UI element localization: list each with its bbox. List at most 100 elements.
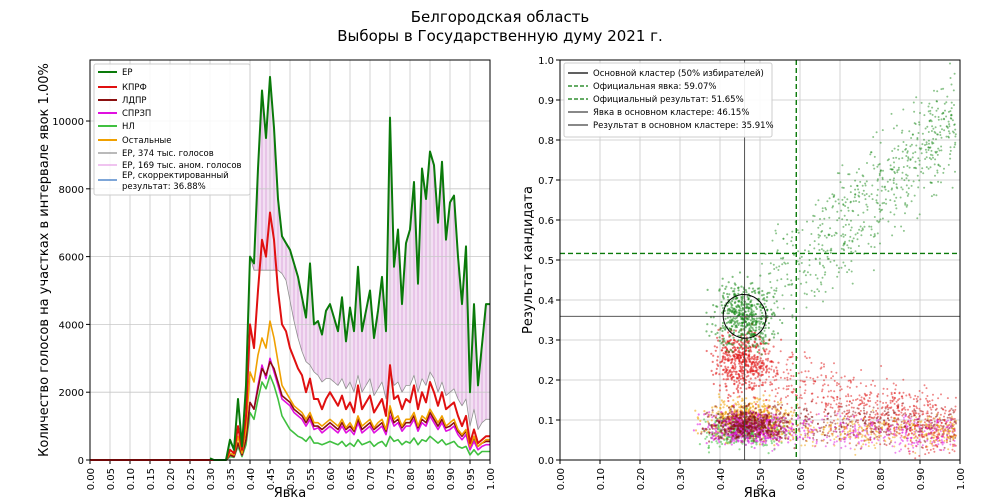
scatter-point-Остальные xyxy=(782,413,785,416)
scatter-point-ЛДПР xyxy=(849,424,852,427)
scatter-point-КПРФ xyxy=(722,378,725,381)
scatter-point-Остальные xyxy=(947,437,950,440)
scatter-point-Остальные xyxy=(780,401,783,404)
scatter-point-Остальные xyxy=(800,433,803,436)
scatter-point-ЕР xyxy=(740,327,743,331)
scatter-point-ЕР xyxy=(768,291,771,294)
scatter-point-ЕР xyxy=(781,257,784,260)
scatter-point-ЕР xyxy=(758,292,761,295)
scatter-point-СПРЗП xyxy=(840,446,843,449)
scatter-point-КПРФ xyxy=(779,376,782,379)
scatter-point-ЕР xyxy=(738,329,742,332)
scatter-point-СПРЗП xyxy=(784,432,787,435)
scatter-point-ЕР xyxy=(930,149,933,152)
scatter-point-ЛДПР xyxy=(885,430,888,433)
scatter-point-КПРФ xyxy=(833,390,836,393)
scatter-point-ЕР xyxy=(797,250,800,253)
scatter-point-ЕР xyxy=(904,148,907,151)
scatter-point-Остальные xyxy=(878,422,881,425)
scatter-point-ЛДПР xyxy=(820,426,823,429)
scatter-point-ЕР xyxy=(731,325,734,328)
scatter-point-ЕР xyxy=(952,89,955,92)
scatter-point-ЛДПР xyxy=(745,405,748,408)
scatter-point-ЛДПР xyxy=(760,411,763,414)
scatter-point-ЛДПР xyxy=(725,420,728,423)
scatter-point-КПРФ xyxy=(836,398,839,401)
scatter-point-Остальные xyxy=(847,434,850,436)
scatter-point-ЛДПР xyxy=(726,416,729,419)
scatter-point-ЛДПР xyxy=(864,423,867,425)
scatter-point-КПРФ xyxy=(823,365,825,368)
scatter-point-КПРФ xyxy=(765,348,768,351)
left-tick-label-x: 0.40 xyxy=(246,468,257,490)
scatter-point-ЕР xyxy=(829,251,832,254)
scatter-point-СПРЗП xyxy=(918,425,920,428)
scatter-point-ЕР xyxy=(842,233,844,236)
scatter-point-КПРФ xyxy=(717,328,720,331)
scatter-point-КПРФ xyxy=(894,388,897,391)
scatter-point-ЕР xyxy=(724,287,727,290)
scatter-point-Остальные xyxy=(882,421,885,424)
scatter-point-ЛДПР xyxy=(770,426,773,429)
scatter-point-ЕР xyxy=(721,277,724,280)
scatter-point-КПРФ xyxy=(745,387,748,390)
scatter-point-ЛДПР xyxy=(861,419,864,422)
scatter-point-КПРФ xyxy=(726,354,729,357)
scatter-point-ЛДПР xyxy=(875,417,878,420)
scatter-point-СПРЗП xyxy=(821,418,824,421)
scatter-point-Остальные xyxy=(879,434,882,437)
scatter-point-ЛДПР xyxy=(890,432,893,435)
scatter-point-ЕР xyxy=(738,271,742,274)
scatter-point-КПРФ xyxy=(861,402,864,405)
scatter-point-ЕР xyxy=(754,344,757,347)
scatter-point-ЕР xyxy=(846,218,848,221)
scatter-point-ЕР xyxy=(719,328,722,331)
scatter-point-ЕР xyxy=(740,304,743,307)
scatter-point-СПРЗП xyxy=(803,429,806,432)
scatter-point-КПРФ xyxy=(816,396,819,399)
scatter-point-Остальные xyxy=(904,420,906,422)
scatter-point-КПРФ xyxy=(733,355,736,358)
scatter-point-Остальные xyxy=(874,433,877,436)
scatter-point-ЕР xyxy=(913,194,916,197)
scatter-point-КПРФ xyxy=(753,385,756,388)
scatter-point-ЕР xyxy=(727,312,731,315)
scatter-point-Остальные xyxy=(768,432,771,435)
scatter-point-ЕР xyxy=(893,177,895,180)
series-line-0 xyxy=(209,75,490,461)
scatter-point-ЕР xyxy=(763,316,766,319)
scatter-point-ЕР xyxy=(819,218,821,220)
scatter-point-ЕР xyxy=(790,240,793,243)
scatter-point-КПРФ xyxy=(724,382,727,385)
scatter-point-Остальные xyxy=(938,426,941,429)
scatter-point-ЛДПР xyxy=(754,426,757,429)
scatter-point-ЕР xyxy=(821,276,824,279)
scatter-point-ЕР xyxy=(734,324,738,327)
scatter-point-СПРЗП xyxy=(942,441,945,444)
scatter-point-ЕР xyxy=(732,343,735,346)
scatter-point-ЕР xyxy=(725,343,728,346)
scatter-point-КПРФ xyxy=(750,362,754,365)
scatter-point-КПРФ xyxy=(757,372,760,375)
scatter-point-КПРФ xyxy=(741,372,744,375)
scatter-point-ЕР xyxy=(925,143,928,146)
scatter-point-Остальные xyxy=(790,434,793,437)
scatter-point-КПРФ xyxy=(754,356,757,359)
scatter-point-ЛДПР xyxy=(776,408,779,411)
scatter-point-ЕР xyxy=(936,169,939,172)
scatter-point-КПРФ xyxy=(804,370,807,373)
scatter-point-СПРЗП xyxy=(901,428,904,431)
scatter-point-СПРЗП xyxy=(696,423,699,426)
scatter-point-КПРФ xyxy=(790,374,793,377)
scatter-point-СПРЗП xyxy=(950,425,953,427)
scatter-point-НЛ xyxy=(703,418,706,421)
scatter-point-Остальные xyxy=(943,439,946,442)
scatter-point-ЕР xyxy=(854,250,857,253)
scatter-point-ЕР xyxy=(865,203,868,206)
scatter-point-ЛДПР xyxy=(828,435,831,438)
scatter-point-Остальные xyxy=(948,432,950,435)
scatter-point-ЕР xyxy=(781,263,784,266)
scatter-point-ЛДПР xyxy=(732,414,735,418)
scatter-point-СПРЗП xyxy=(776,435,779,438)
scatter-point-СПРЗП xyxy=(887,434,890,437)
